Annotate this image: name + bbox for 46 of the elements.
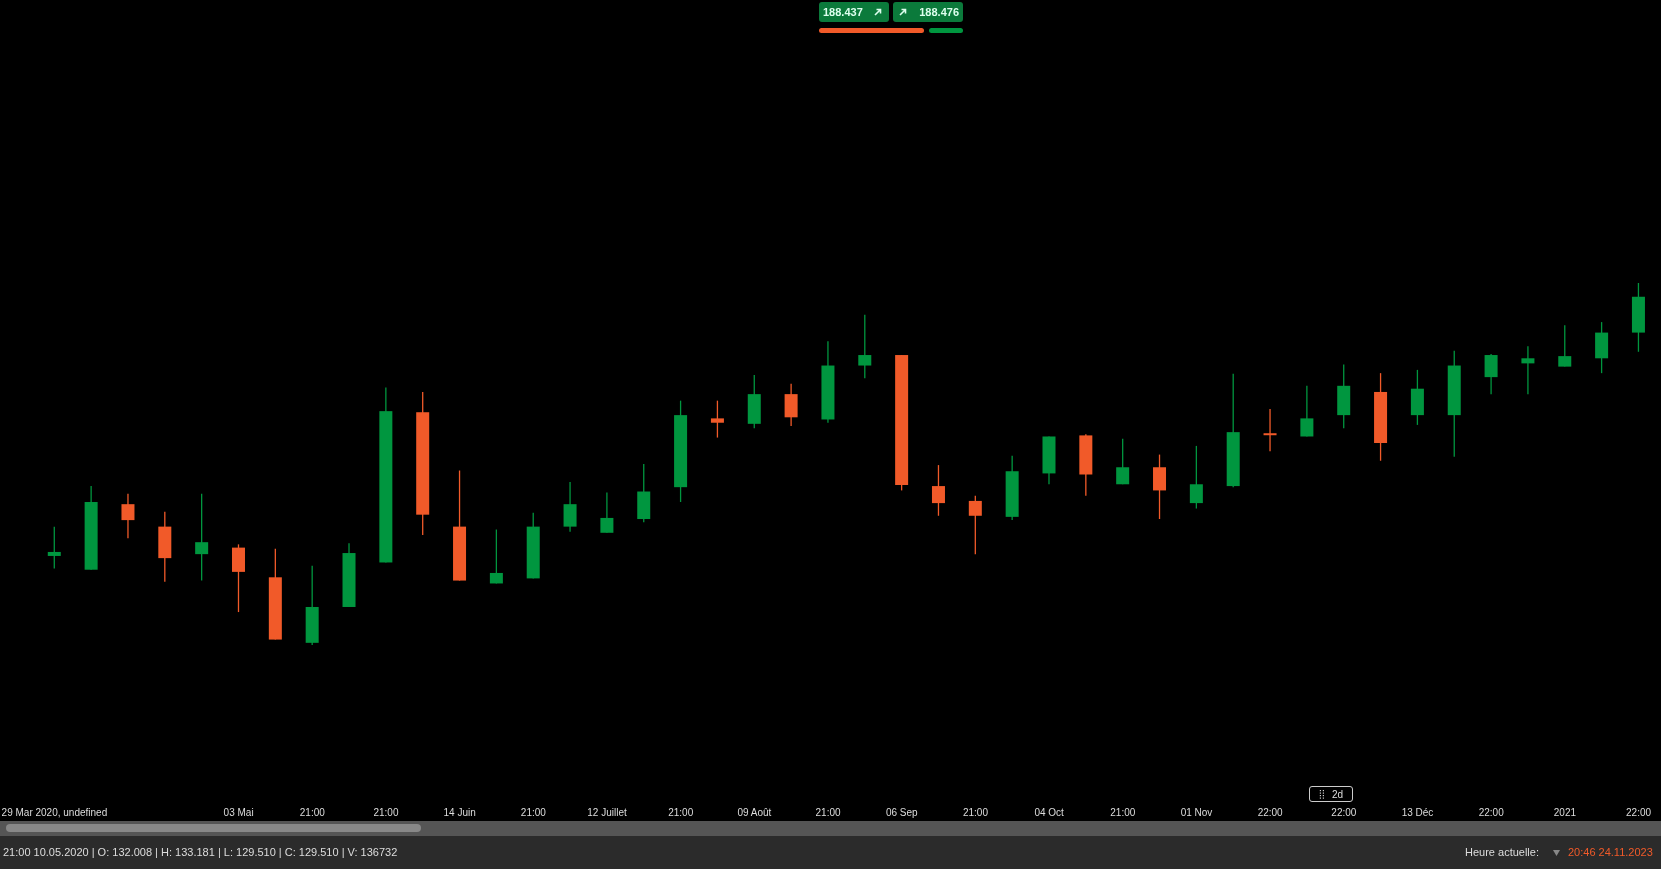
x-tick-label: 22:00 — [1626, 807, 1652, 819]
candlestick — [1300, 385, 1314, 438]
text: Heure actuelle: — [1465, 846, 1539, 858]
candlestick — [563, 481, 577, 533]
x-tick-label: 04 Oct — [1034, 807, 1064, 819]
x-tick-label: 09 Août — [737, 807, 772, 819]
candlestick — [1263, 408, 1277, 452]
text: 2d — [1331, 788, 1344, 800]
x-tick-label: 21:00 — [1110, 807, 1136, 819]
x-tick-label: 22:00 — [1331, 807, 1357, 819]
candlestick — [47, 525, 61, 570]
x-tick-label: 2021 — [1553, 807, 1577, 819]
text: 20:46 24.11.2023 — [1568, 846, 1653, 858]
candlestick — [600, 491, 614, 534]
x-tick-label: 21:00 — [373, 807, 399, 819]
candlestick — [1153, 453, 1167, 520]
x-tick-label: 12 Juillet — [587, 807, 627, 819]
x-tick-label: 22:00 — [1257, 807, 1283, 819]
candlestick — [1521, 345, 1535, 395]
x-tick-label: 29 Mar 2020, undefined — [1, 807, 108, 819]
candlestick — [121, 493, 135, 539]
x-tick-label: 22:00 — [1478, 807, 1504, 819]
x-tick-label: 21:00 — [299, 807, 325, 819]
candlestick — [968, 495, 982, 555]
candlestick — [931, 464, 945, 517]
x-tick-label: 03 Mai — [223, 807, 254, 819]
x-tick-label: 21:00 — [668, 807, 694, 819]
text: 188.476 — [919, 6, 959, 18]
x-tick-label: 21:00 — [520, 807, 546, 819]
x-tick-label: 13 Déc — [1401, 807, 1434, 819]
x-tick-label: 01 Nov — [1180, 807, 1213, 819]
x-tick-label: 21:00 — [962, 807, 988, 819]
x-tick-label: 21:00 — [815, 807, 841, 819]
candlestick — [1558, 324, 1572, 368]
candlestick — [1484, 353, 1498, 395]
candlestick — [489, 528, 503, 585]
candlestick — [858, 314, 872, 379]
text: 21:00 10.05.2020 | O: 132.008 | H: 133.181 | L: 129.510 | C: 129.510 | V: 136732 — [3, 846, 398, 858]
candlestick — [710, 400, 724, 439]
candlestick — [195, 493, 209, 582]
candlestick — [1189, 445, 1203, 510]
x-tick-label: 14 Juin — [443, 807, 476, 819]
candlestick — [1116, 438, 1130, 485]
x-tick-label: 06 Sep — [885, 807, 918, 819]
text: 188.437 — [823, 6, 863, 18]
candlestick — [784, 382, 798, 427]
